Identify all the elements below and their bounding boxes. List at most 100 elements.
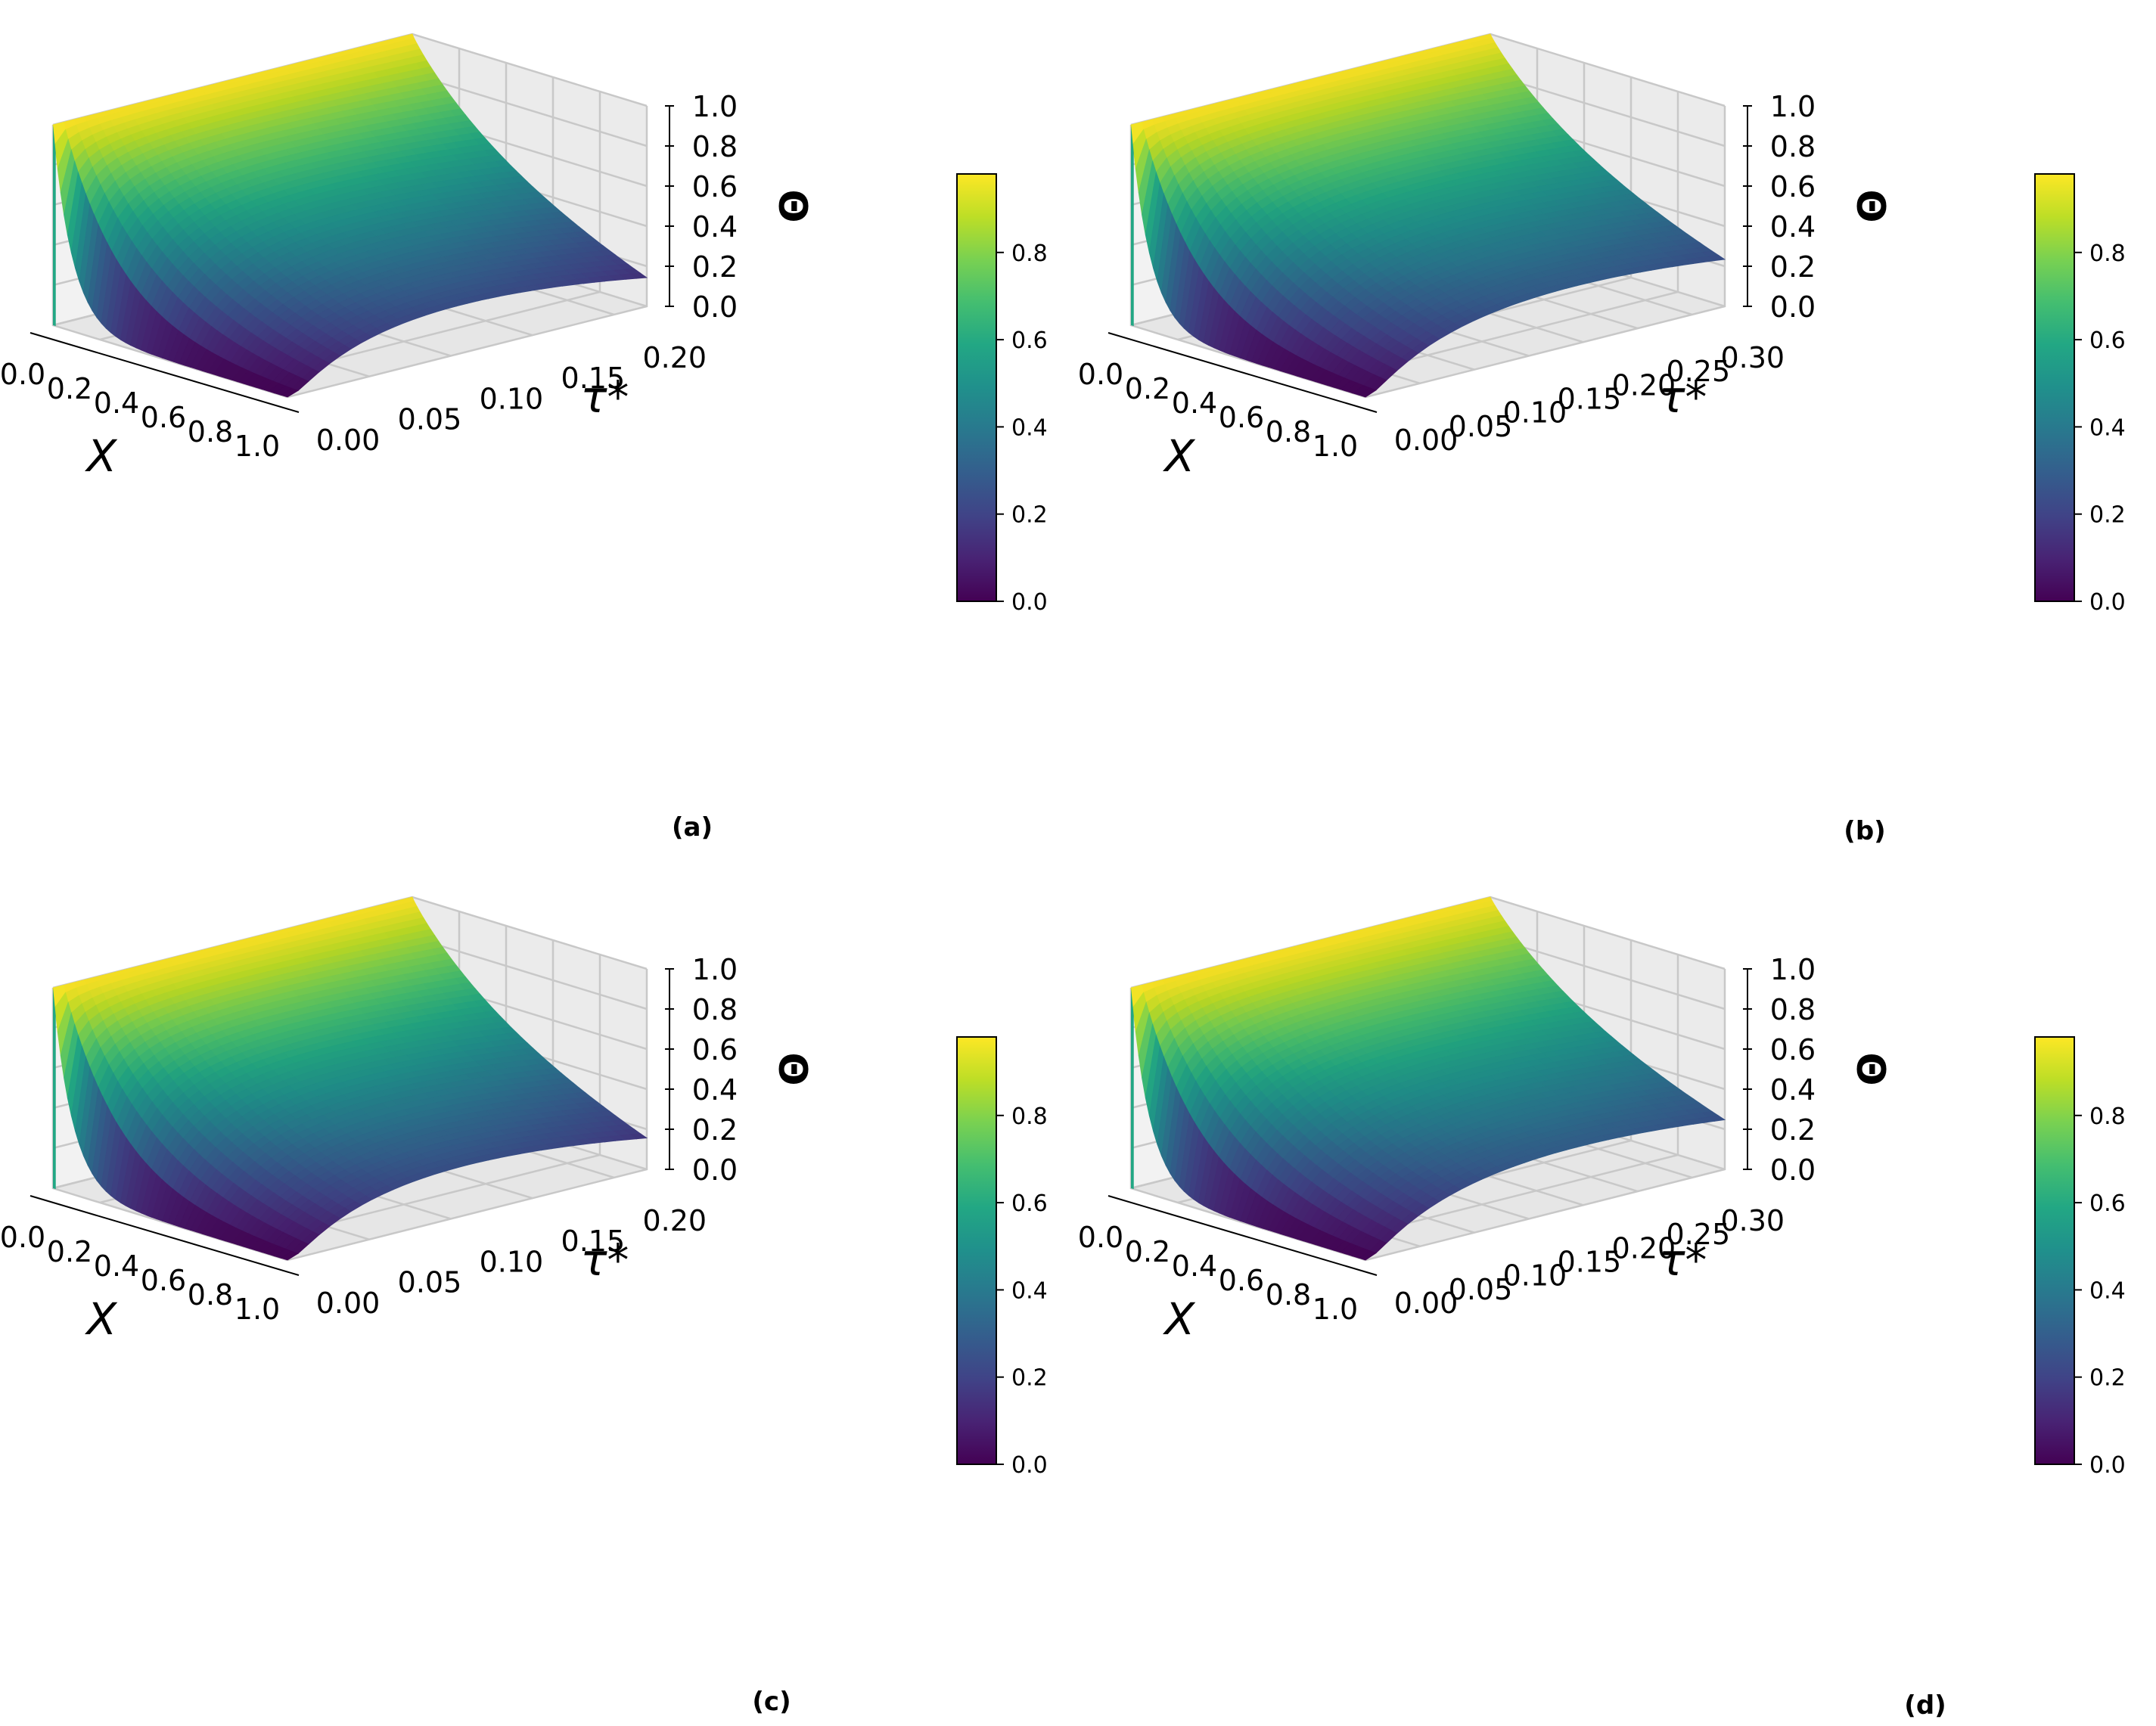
chart-panel-d: 0.0 0.2 0.4 0.6 0.8 1.0 X 0.00 0.05 0.10 0.15 0.20 0… [1078, 863, 2156, 1726]
y-tick-label: 0.30 [1721, 341, 1785, 374]
z-tick-label: 0.0 [692, 1153, 738, 1187]
z-tick-label: 0.6 [1770, 170, 1816, 203]
x-axis-label: X [1163, 1293, 1196, 1345]
z-axis-label: Θ [769, 189, 815, 222]
x-tick-label: 0.8 [188, 1278, 233, 1312]
z-tick-label: 0.4 [692, 210, 738, 244]
x-tick-label: 0.0 [1078, 358, 1123, 391]
y-tick-label: 0.00 [1394, 1287, 1459, 1320]
z-tick-label: 0.2 [1770, 250, 1816, 284]
colorbar-tick-label: 0.4 [1011, 414, 1048, 441]
x-tick-label: 0.0 [0, 1221, 45, 1254]
y-tick-label: 0.15 [1558, 1245, 1622, 1278]
z-axis-label: Θ [1847, 1052, 1893, 1085]
z-tick-label: 1.0 [692, 90, 738, 123]
colorbar: 0.0 0.2 0.4 0.6 0.8 [2034, 173, 2126, 616]
y-tick-label: 0.15 [1558, 382, 1622, 415]
y-axis: 0.00 0.05 0.10 0.15 0.20 τ* [316, 341, 707, 457]
y-tick-label: 0.10 [480, 382, 544, 415]
x-tick-label: 0.6 [1219, 1264, 1264, 1297]
y-axis: 0.00 0.05 0.10 0.15 0.20 τ* [316, 1204, 707, 1320]
y-tick-label: 0.20 [643, 1204, 707, 1237]
z-tick-label: 0.8 [692, 993, 738, 1026]
z-tick-label: 0.6 [692, 170, 738, 203]
x-tick-label: 1.0 [1313, 430, 1358, 463]
x-axis-label: X [85, 1293, 118, 1345]
y-tick-label: 0.30 [1721, 1204, 1785, 1237]
y-tick-label: 0.20 [1612, 368, 1676, 402]
x-tick-label: 0.4 [1172, 1249, 1217, 1283]
y-axis-label: τ* [581, 371, 629, 423]
x-tick-label: 0.8 [1266, 415, 1311, 449]
panel-label: (b) [1844, 816, 1885, 846]
colorbar-tick-label: 0.0 [1011, 1452, 1048, 1479]
colorbar: 0.0 0.2 0.4 0.6 0.8 [2034, 1036, 2126, 1479]
x-tick-label: 1.0 [1313, 1293, 1358, 1326]
x-tick-label: 0.8 [188, 415, 233, 449]
y-tick-label: 0.05 [1449, 1273, 1513, 1306]
surface-mesh [52, 33, 648, 398]
x-tick-label: 0.2 [47, 372, 92, 405]
x-tick-label: 0.2 [1125, 1235, 1170, 1268]
colorbar-tick-label: 0.8 [2089, 241, 2126, 267]
colorbar-tick-label: 0.8 [2089, 1104, 2126, 1130]
y-tick-label: 0.10 [1503, 396, 1567, 430]
x-tick-label: 0.6 [1219, 401, 1264, 434]
z-tick-label: 0.0 [692, 290, 738, 324]
y-axis: 0.000.050.100.150.200.250.30 τ* [1394, 1204, 1785, 1320]
colorbar-tick-label: 0.0 [2089, 589, 2126, 616]
y-tick-label: 0.00 [316, 424, 381, 457]
x-axis-label: X [85, 430, 118, 482]
surface-plot-c: 0.0 0.2 0.4 0.6 0.8 1.0X 0.000.050.100.150.20τ… [0, 896, 1048, 1717]
y-tick-label: 0.05 [398, 403, 462, 436]
x-tick-label: 0.4 [94, 1249, 139, 1283]
y-tick-label: 0.20 [1612, 1231, 1676, 1265]
z-tick-label: 1.0 [1770, 90, 1816, 123]
x-axis-label: X [1163, 430, 1196, 482]
panel-label: (c) [752, 1687, 791, 1717]
y-tick-label: 0.05 [1449, 410, 1513, 443]
colorbar-tick-label: 0.0 [1011, 589, 1048, 616]
z-axis: 0.0 0.2 0.4 0.6 0.8 1.0 Θ [1743, 953, 1893, 1187]
x-tick-label: 0.4 [94, 386, 139, 420]
y-tick-label: 0.25 [1667, 1218, 1731, 1251]
x-axis: 0.0 0.2 0.4 0.6 0.8 1.0 X [1078, 1195, 1378, 1345]
colorbar-tick-label: 0.4 [2089, 414, 2126, 441]
y-tick-label: 0.20 [643, 341, 707, 374]
colorbar-tick-label: 0.2 [2089, 1365, 2126, 1392]
x-tick-label: 0.4 [1172, 386, 1217, 420]
z-axis-label: Θ [769, 1052, 815, 1085]
y-tick-label: 0.10 [1503, 1259, 1567, 1293]
colorbar-tick-label: 0.6 [2089, 1191, 2126, 1217]
surface-front-edge [1131, 125, 1134, 327]
colorbar: 0.0 0.2 0.4 0.6 0.8 [956, 1036, 1048, 1479]
colorbar: 0.0 0.2 0.4 0.6 0.8 [956, 173, 1048, 616]
surface-plot-b: 0.0 0.2 0.4 0.6 0.8 1.0X 0.000.050.100.150.200… [1078, 33, 2126, 846]
z-axis: 0.0 0.2 0.4 0.6 0.8 1.0 Θ [665, 953, 815, 1187]
x-tick-label: 1.0 [235, 430, 280, 463]
z-tick-label: 0.2 [692, 1113, 738, 1147]
surface-front-edge [1131, 988, 1134, 1190]
z-axis-label: Θ [1847, 189, 1893, 222]
colorbar-tick-label: 0.6 [1011, 1191, 1048, 1217]
y-tick-label: 0.05 [398, 1266, 462, 1299]
z-tick-label: 0.8 [1770, 993, 1816, 1026]
colorbar-tick-label: 0.2 [2089, 502, 2126, 529]
y-tick-label: 0.25 [1667, 355, 1731, 388]
x-tick-label: 0.0 [1078, 1221, 1123, 1254]
y-tick-label: 0.00 [1394, 424, 1459, 457]
y-axis-label: τ* [1659, 1234, 1707, 1286]
surface-mesh [52, 896, 648, 1261]
x-tick-label: 0.6 [141, 1264, 186, 1297]
x-axis: 0.0 0.2 0.4 0.6 0.8 1.0 X [0, 332, 300, 482]
z-tick-label: 0.2 [692, 250, 738, 284]
surface-plot-d: 0.0 0.2 0.4 0.6 0.8 1.0X 0.000.050.100.150.200… [1078, 896, 2126, 1721]
z-tick-label: 0.6 [1770, 1033, 1816, 1066]
y-tick-label: 0.00 [316, 1287, 381, 1320]
x-axis: 0.0 0.2 0.4 0.6 0.8 1.0 X [0, 1195, 300, 1345]
z-tick-label: 0.4 [692, 1073, 738, 1107]
z-tick-label: 1.0 [1770, 953, 1816, 986]
panel-label: (a) [672, 812, 713, 843]
y-tick-label: 0.15 [561, 1225, 626, 1258]
x-tick-label: 0.6 [141, 401, 186, 434]
